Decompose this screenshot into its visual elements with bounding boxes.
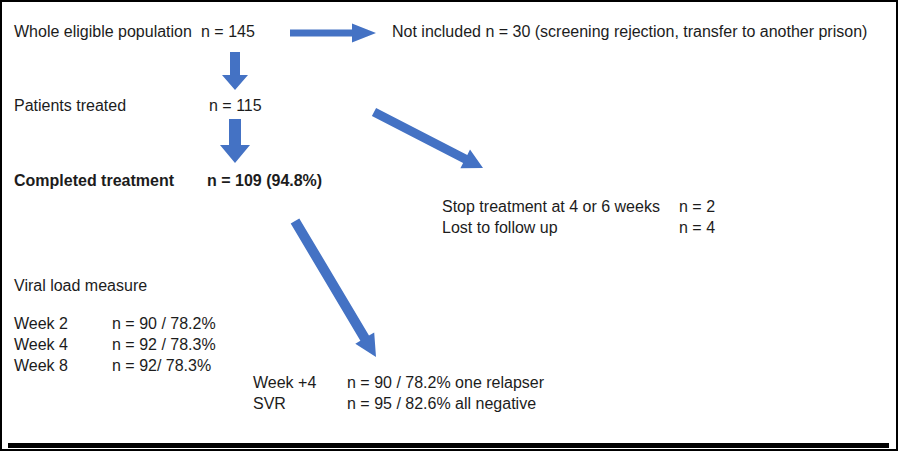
viral-load-row: Week 8 n = 92/ 78.3% — [14, 355, 254, 376]
not-included-text: Not included n = 30 (screening rejection… — [392, 22, 867, 42]
followup-row: SVR n = 95 / 82.6% all negative — [253, 393, 653, 414]
followup-label: Week +4 — [253, 374, 316, 391]
viral-load-label: Week 2 — [14, 315, 68, 332]
viral-load-label: Week 8 — [14, 357, 68, 374]
arrow-down-shape — [220, 119, 250, 163]
followup-block: Week +4 n = 90 / 78.2% one relapser SVR … — [253, 372, 653, 414]
eligible-population-n: n = 145 — [201, 22, 255, 42]
dropout-block: Stop treatment at 4 or 6 weeks n = 2 Los… — [442, 196, 742, 238]
dropout-label: Stop treatment at 4 or 6 weeks — [442, 198, 660, 215]
arrow-down-shape — [222, 52, 248, 90]
dropout-row: Stop treatment at 4 or 6 weeks n = 2 — [442, 196, 742, 217]
completed-treatment-label: Completed treatment — [14, 171, 174, 191]
eligible-population-label: Whole eligible population — [14, 22, 192, 42]
arrow-down-icon — [220, 119, 250, 163]
patient-flow-diagram: Whole eligible population n = 145 Not in… — [0, 0, 898, 451]
arrow-right-shape — [290, 24, 376, 43]
dropout-label: Lost to follow up — [442, 219, 558, 236]
arrow-down-icon — [222, 52, 248, 90]
patients-treated-label: Patients treated — [14, 96, 126, 116]
followup-label: SVR — [253, 395, 286, 412]
completed-treatment-n: n = 109 (94.8%) — [207, 171, 322, 191]
viral-load-label: Week 4 — [14, 336, 68, 353]
viral-load-title: Viral load measure — [14, 276, 147, 296]
viral-load-value: n = 90 / 78.2% — [112, 313, 216, 334]
patients-treated-n: n = 115 — [209, 96, 262, 116]
arrow-diagonal-shape — [372, 108, 483, 168]
dropout-row: Lost to follow up n = 4 — [442, 217, 742, 238]
followup-row: Week +4 n = 90 / 78.2% one relapser — [253, 372, 653, 393]
arrow-diagonal-icon — [367, 105, 492, 177]
viral-load-block: Week 2 n = 90 / 78.2% Week 4 n = 92 / 78… — [14, 313, 254, 376]
viral-load-row: Week 2 n = 90 / 78.2% — [14, 313, 254, 334]
arrow-diagonal-icon — [287, 214, 392, 366]
arrow-right-icon — [290, 23, 376, 43]
viral-load-value: n = 92 / 78.3% — [112, 334, 216, 355]
viral-load-row: Week 4 n = 92 / 78.3% — [14, 334, 254, 355]
followup-value: n = 95 / 82.6% all negative — [347, 393, 536, 414]
viral-load-value: n = 92/ 78.3% — [112, 355, 211, 376]
bottom-rule — [8, 443, 889, 448]
followup-value: n = 90 / 78.2% one relapser — [347, 372, 544, 393]
arrow-diagonal-shape — [291, 218, 376, 357]
dropout-n: n = 2 — [679, 196, 715, 217]
dropout-n: n = 4 — [679, 217, 715, 238]
